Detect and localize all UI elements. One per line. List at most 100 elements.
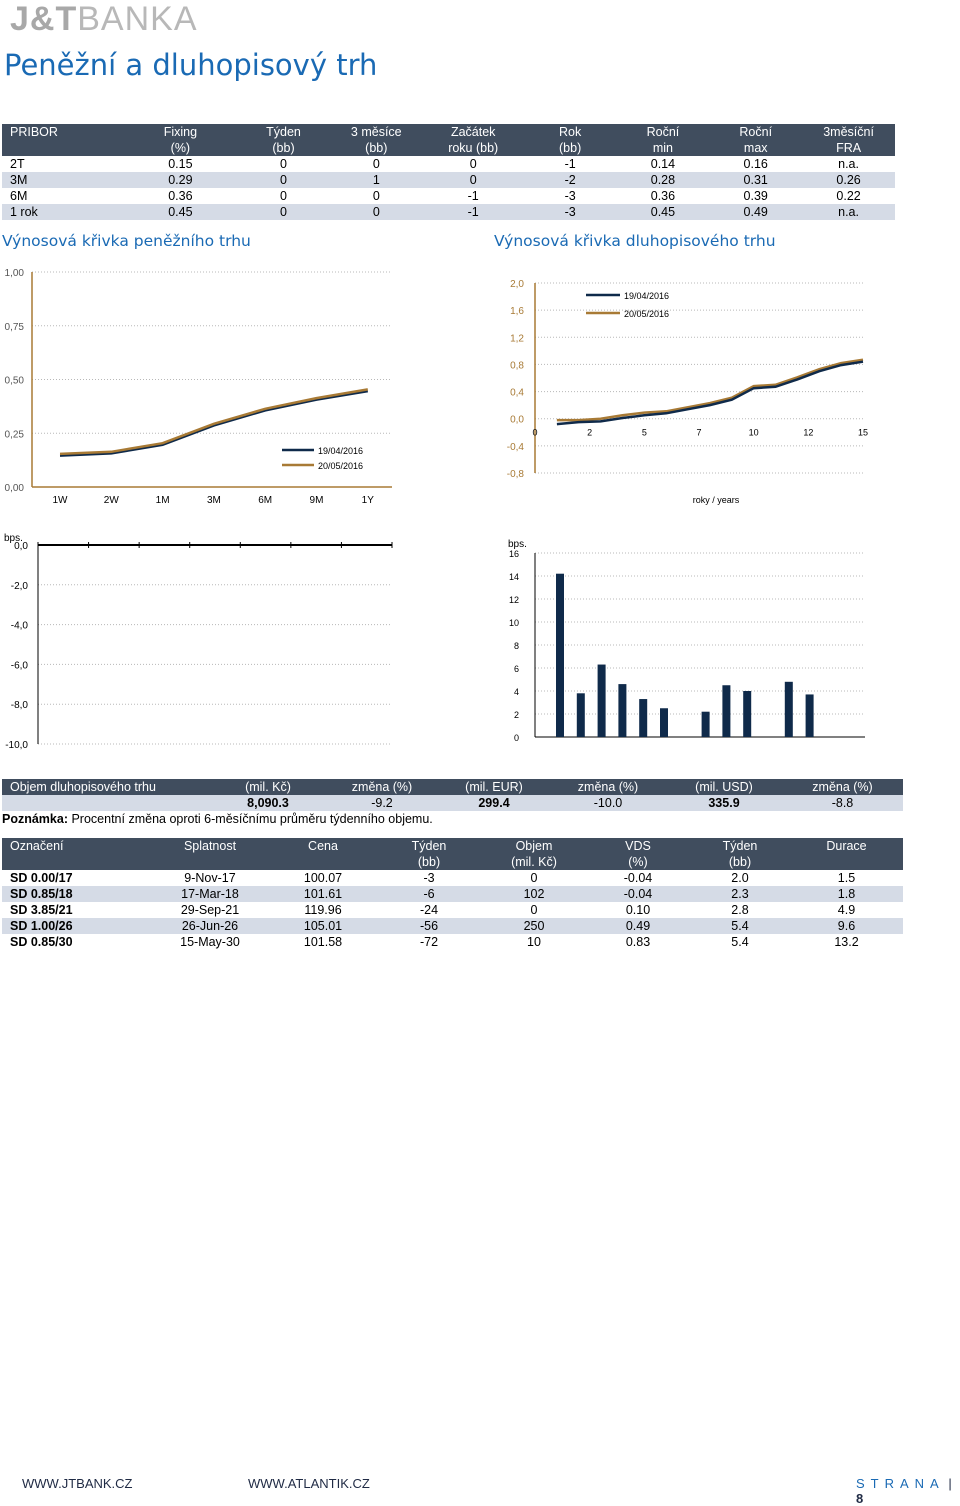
x-tick-label: 1M xyxy=(156,495,170,506)
volume-header-cell: (mil. Kč) xyxy=(210,779,326,795)
x-tick-label: 2W xyxy=(104,495,120,506)
footer-link-jtbank[interactable]: WWW.JTBANK.CZ xyxy=(22,1476,133,1491)
table-cell: SD 1.00/26 xyxy=(2,918,150,934)
bar xyxy=(639,699,648,737)
bond-market-volume-table: Objem dluhopisového trhu (mil. Kč) změna… xyxy=(2,779,903,811)
pribor-header-cell: Začátek xyxy=(422,124,524,140)
y-tick-label: 1,6 xyxy=(510,306,524,317)
table-cell: 0 xyxy=(372,157,380,171)
table-cell: 0.14 xyxy=(650,157,676,171)
table-cell: 3M xyxy=(2,172,124,188)
money-market-yield-curve-chart: 0,00 0,25 0,50 0,75 1,00 1W 2W 1M 3M 6M 9M 1Y 19/04/… xyxy=(5,268,392,506)
table-cell: 0 xyxy=(422,172,524,188)
bond-yield-curve-chart: -0,8 -0,4 0,0 0,4 0,8 1,2 1,6 2,0 0 2 5 7 10 12 15 roky… xyxy=(507,279,868,505)
table-row: SD 1.00/26 26-Jun-26 105.01 -56 250 0.49… xyxy=(2,918,903,934)
table-cell: 0 xyxy=(280,157,287,171)
y-tick-label: 0,00 xyxy=(5,483,25,494)
logo-text: BANKA xyxy=(77,0,198,38)
money-curve-title: Výnosová křivka peněžního trhu xyxy=(2,232,251,250)
table-cell: -10.0 xyxy=(550,795,666,811)
bonds-header-cell: Splatnost xyxy=(150,838,270,854)
bonds-header-cell: Týden xyxy=(376,838,482,854)
bond-curve-title: Výnosová křivka dluhopisového trhu xyxy=(494,232,776,250)
table-cell: -2 xyxy=(523,172,617,188)
table-cell: 17-Mar-18 xyxy=(150,886,270,902)
table-cell: -3 xyxy=(423,871,435,885)
table-cell: 1.5 xyxy=(837,871,856,885)
y-tick-label: 1,2 xyxy=(510,333,524,344)
y-tick-label: 10 xyxy=(509,618,519,628)
pribor-header-cell: max xyxy=(709,140,803,156)
series-line xyxy=(556,360,864,426)
table-cell: -0.04 xyxy=(586,886,690,902)
table-cell: -1 xyxy=(564,157,576,171)
table-cell: 0.28 xyxy=(616,172,710,188)
table-cell: 5.4 xyxy=(690,918,790,934)
bonds-header-cell: Označení xyxy=(2,838,150,854)
table-cell: -6 xyxy=(376,886,482,902)
x-tick-label: 2 xyxy=(587,428,592,438)
table-cell: 100.07 xyxy=(303,871,343,885)
table-cell: 105.01 xyxy=(270,918,376,934)
y-tick-label: 0,0 xyxy=(510,415,524,426)
table-cell: 4.9 xyxy=(837,903,856,917)
x-tick-label: 12 xyxy=(803,428,813,438)
table-cell: -0.04 xyxy=(623,871,653,885)
table-cell: -24 xyxy=(419,903,439,917)
pribor-header-cell: 3 měsíce xyxy=(329,124,423,140)
y-axis-unit: bps. xyxy=(4,533,23,544)
table-cell: 2.3 xyxy=(690,886,790,902)
y-tick-label: -0,8 xyxy=(507,469,525,480)
bonds-header-cell xyxy=(2,854,150,870)
legend-label: 19/04/2016 xyxy=(624,291,669,301)
series-line xyxy=(556,358,864,422)
y-tick-label: 0,4 xyxy=(510,388,524,399)
note-text: Procentní změna oproti 6-měsíčnímu průmě… xyxy=(68,812,433,826)
x-tick-label: 1Y xyxy=(362,495,375,506)
table-cell: SD 0.85/30 xyxy=(10,935,73,949)
table-cell: 0 xyxy=(280,189,287,203)
y-tick-label: 4 xyxy=(514,687,519,697)
x-tick-label: 6M xyxy=(258,495,272,506)
y-tick-label: 12 xyxy=(509,595,519,605)
table-row: SD 0.85/30 15-May-30 101.58 -72 10 0.83 … xyxy=(2,934,903,950)
table-cell: 0.49 xyxy=(586,918,690,934)
table-cell: 0.16 xyxy=(743,157,768,171)
table-cell: 0.31 xyxy=(709,172,803,188)
bonds-header-cell: VDS xyxy=(586,838,690,854)
bonds-header-cell: (bb) xyxy=(376,854,482,870)
table-cell: 1 xyxy=(329,172,423,188)
table-cell: 10 xyxy=(527,935,541,949)
bar xyxy=(576,693,585,737)
y-tick-label: 14 xyxy=(509,572,519,582)
table-cell: 0 xyxy=(372,189,380,203)
x-tick-label: 1W xyxy=(53,495,69,506)
legend-label: 20/05/2016 xyxy=(318,461,363,471)
volume-header-cell: změna (%) xyxy=(326,779,438,795)
y-tick-label: -6,0 xyxy=(11,660,29,671)
legend-label: 20/05/2016 xyxy=(624,309,669,319)
table-cell: 0.49 xyxy=(709,204,803,220)
page-number-value: 8 xyxy=(856,1491,864,1506)
table-cell: 0.10 xyxy=(625,903,651,917)
y-tick-label: -8,0 xyxy=(11,700,29,711)
table-cell: 29-Sep-21 xyxy=(180,903,240,917)
table-cell: 101.58 xyxy=(303,935,343,949)
volume-note: Poznámka: Procentní změna oproti 6-měsíč… xyxy=(2,812,433,826)
table-cell: n.a. xyxy=(802,204,895,220)
page-number: STRANA | 8 xyxy=(856,1476,952,1506)
y-tick-label: 8 xyxy=(514,641,519,651)
volume-header-row: Objem dluhopisového trhu (mil. Kč) změna… xyxy=(2,779,903,795)
table-cell: 0.15 xyxy=(168,157,193,171)
bar xyxy=(722,685,731,737)
table-cell: 0 xyxy=(469,157,477,171)
series-line xyxy=(59,388,369,456)
footer-link-atlantik[interactable]: WWW.ATLANTIK.CZ xyxy=(248,1476,370,1491)
table-cell: 2T xyxy=(10,157,25,171)
volume-header-cell: (mil. EUR) xyxy=(438,779,550,795)
bank-logo: J&TBANKA xyxy=(10,0,198,39)
y-tick-label: 1,00 xyxy=(5,268,25,279)
bonds-header-cell: (%) xyxy=(586,854,690,870)
y-tick-label: -2,0 xyxy=(11,581,29,592)
